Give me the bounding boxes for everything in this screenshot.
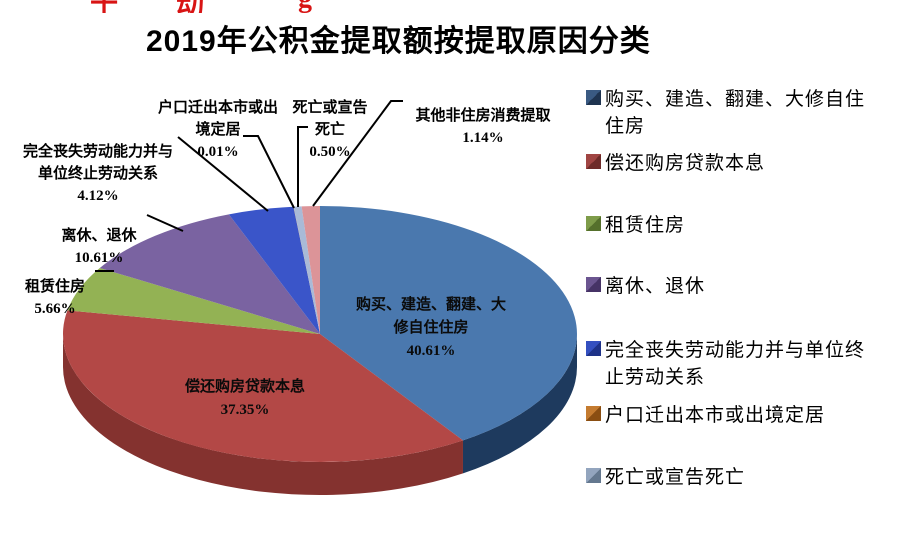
legend-label: 购买、建造、翻建、大修自住 住房 <box>605 89 866 137</box>
legend-swatch-icon <box>586 90 601 105</box>
legend-item: 离休、退休 <box>586 273 705 300</box>
pie-label-text: 购买、建造、翻建、大 修自住住房 <box>355 297 506 336</box>
pie-label-value: 40.61% <box>406 343 456 359</box>
pie-slice-side <box>63 334 463 495</box>
callout-text: 完全丧失劳动能力并与 单位终止劳动关系 <box>22 144 173 182</box>
legend-label: 完全丧失劳动能力并与单位终 止劳动关系 <box>605 340 866 388</box>
legend-item: 户口迁出本市或出境定居 <box>586 402 825 429</box>
callout-value: 0.01% <box>197 144 239 160</box>
leader-line <box>243 135 295 209</box>
callout-death: 死亡或宣告 死亡 0.50% <box>268 75 392 185</box>
callout-value: 4.12% <box>77 188 119 204</box>
legend-swatch-icon <box>586 406 601 421</box>
callout-disability: 完全丧失劳动能力并与 单位终止劳动关系 4.12% <box>0 119 196 229</box>
legend-swatch-icon <box>586 216 601 231</box>
legend-swatch-icon <box>586 468 601 483</box>
callout-retirement: 离休、退休 10.61% <box>47 203 151 291</box>
legend-label: 租赁住房 <box>605 215 686 236</box>
callout-value: 5.66% <box>34 301 76 317</box>
red-fragment: 动 <box>176 0 218 13</box>
legend-item: 偿还购房贷款本息 <box>586 150 765 177</box>
callout-text: 租赁住房 <box>24 279 85 295</box>
red-fragment: 十 <box>90 0 118 13</box>
callout-rent: 租赁住房 5.66% <box>5 254 105 342</box>
pie-slice <box>320 206 577 441</box>
legend-label: 离休、退休 <box>605 276 706 297</box>
leader-line <box>297 126 308 207</box>
chart-title: 2019年公积金提取额按提取原因分类 <box>146 25 651 58</box>
pie-label-loan: 偿还购房贷款本息 37.35% <box>165 353 325 445</box>
chart-legend: 购买、建造、翻建、大修自住 住房 偿还购房贷款本息 租赁住房 离休、退休 完全丧… <box>580 0 900 539</box>
pie-slice <box>62 310 463 462</box>
pie-slice <box>301 206 320 334</box>
pie-label-text: 偿还购房贷款本息 <box>184 379 305 395</box>
legend-swatch-icon <box>586 341 601 356</box>
legend-label: 死亡或宣告死亡 <box>605 467 746 488</box>
callout-text: 离休、退休 <box>61 228 137 244</box>
legend-item: 死亡或宣告死亡 <box>586 464 745 491</box>
callout-text: 其他非住房消费提取 <box>415 108 551 124</box>
callout-value: 1.14% <box>462 130 504 146</box>
legend-item: 完全丧失劳动能力并与单位终 止劳动关系 <box>586 337 865 391</box>
leader-line <box>177 136 269 212</box>
callout-text: 死亡或宣告 死亡 <box>292 100 368 138</box>
leader-line <box>146 214 184 232</box>
pie-slice-side <box>462 334 577 474</box>
cropped-red-text: 十 动 g <box>0 0 600 13</box>
pie-label-value: 37.35% <box>220 402 270 418</box>
pie-slice <box>293 206 320 334</box>
callout-other: 其他非住房消费提取 1.14% <box>392 83 574 171</box>
legend-swatch-icon <box>586 154 601 169</box>
pie-slice <box>293 206 320 334</box>
callout-value: 0.50% <box>309 144 351 160</box>
legend-swatch-icon <box>586 277 601 292</box>
pie-slice <box>99 214 320 334</box>
callout-relocation: 户口迁出本市或出 境定居 0.01% <box>137 75 299 185</box>
callout-value: 10.61% <box>74 250 124 266</box>
pie-slice <box>228 206 320 334</box>
leader-line <box>312 100 403 207</box>
pie-slice <box>67 268 321 334</box>
legend-item: 购买、建造、翻建、大修自住 住房 <box>586 86 865 140</box>
legend-label: 偿还购房贷款本息 <box>605 153 766 174</box>
legend-item: 租赁住房 <box>586 212 685 239</box>
legend-label: 户口迁出本市或出境定居 <box>605 405 826 426</box>
red-fragment: g <box>298 0 312 13</box>
callout-text: 户口迁出本市或出 境定居 <box>157 100 278 138</box>
pie-label-buy: 购买、建造、翻建、大 修自住住房 40.61% <box>322 271 540 386</box>
